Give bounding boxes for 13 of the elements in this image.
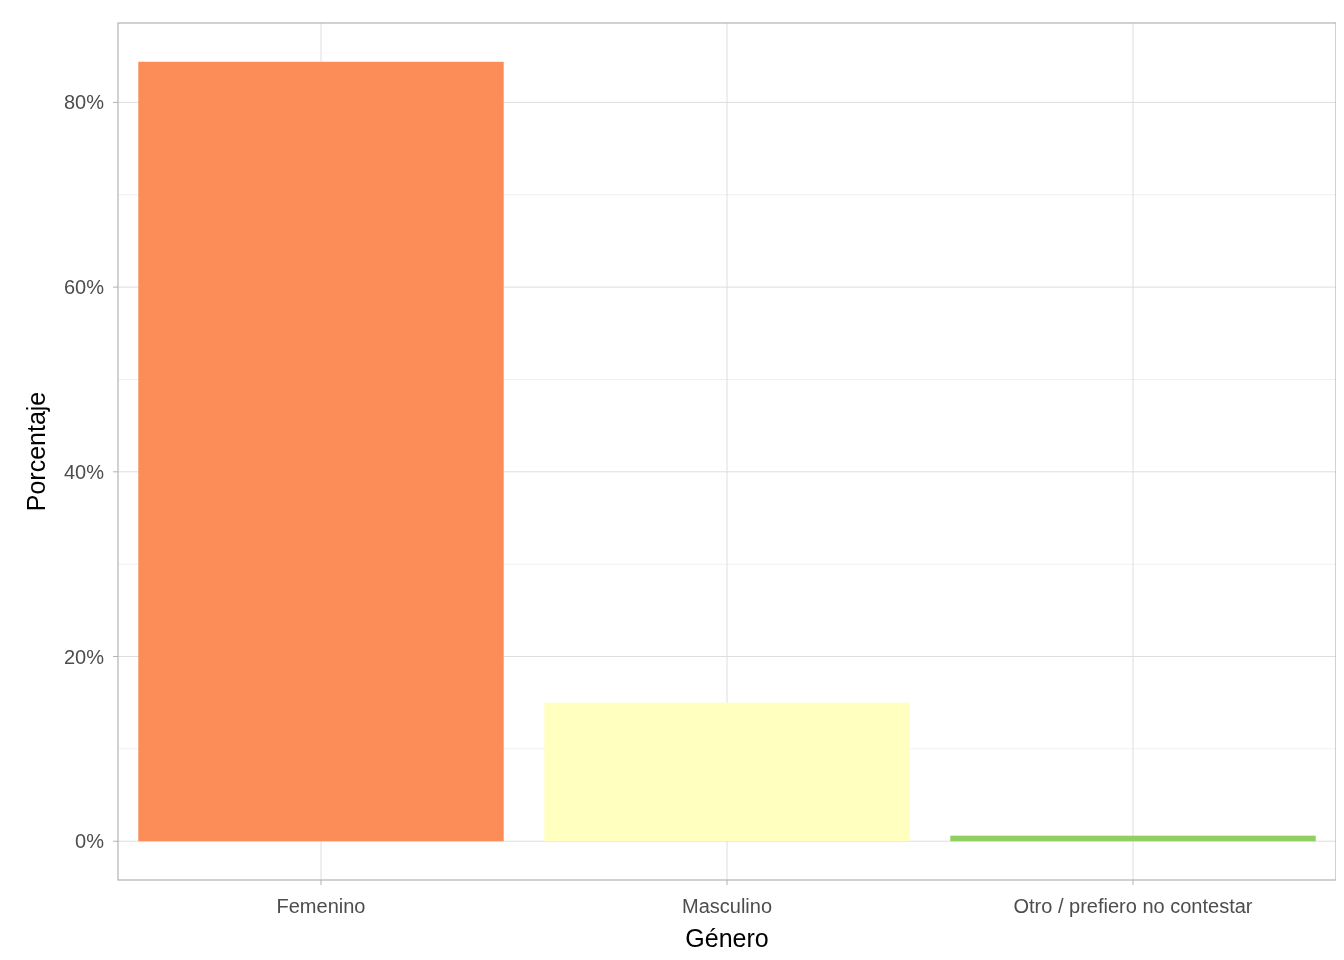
y-tick-label: 20% <box>63 645 105 668</box>
y-tick-label: 80% <box>63 91 105 114</box>
x-tick-label: Otro / prefiero no contestar <box>1013 895 1253 917</box>
bar <box>138 61 504 842</box>
x-tick-label: Masculino <box>681 895 773 917</box>
x-tick-label: Femenino <box>276 895 366 917</box>
y-tick-label: 60% <box>63 276 105 299</box>
bar <box>950 835 1316 842</box>
bar <box>544 702 910 842</box>
y-tick-label: 40% <box>63 460 105 483</box>
y-axis-title: Porcentaje <box>22 391 50 512</box>
x-axis-title: Género <box>685 924 769 952</box>
y-tick-label: 0% <box>75 830 105 853</box>
